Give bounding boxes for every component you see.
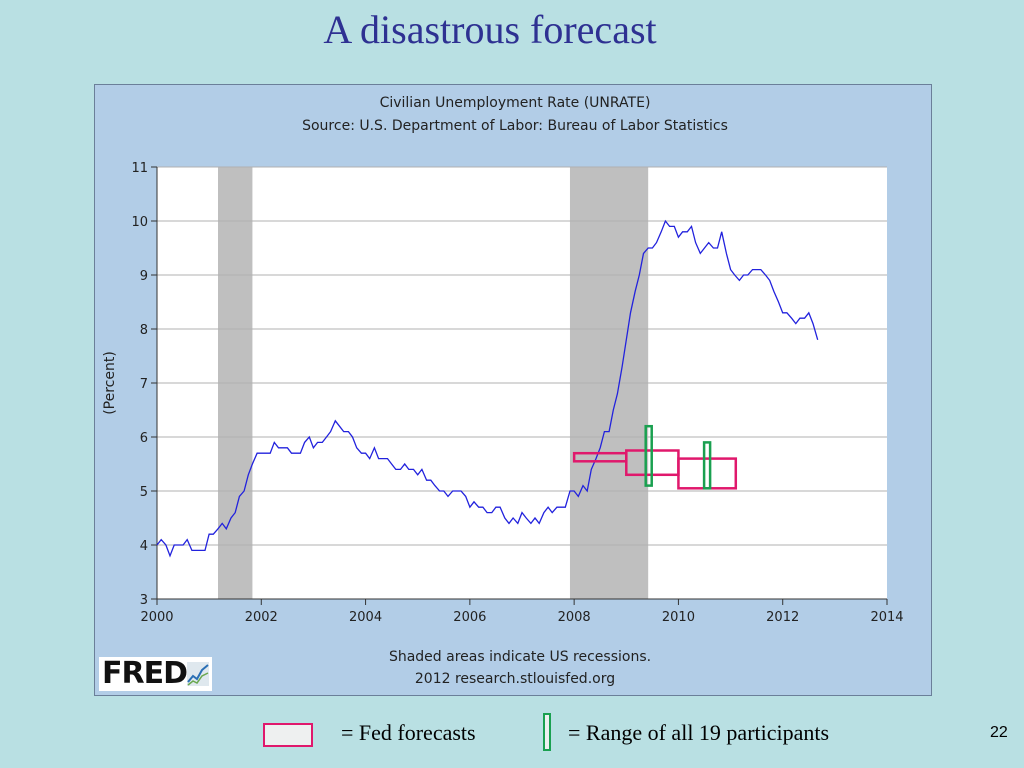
y-tick-label-6: 6 — [140, 431, 148, 446]
chart-frame: Civilian Unemployment Rate (UNRATE) Sour… — [94, 84, 932, 696]
chart-subtitle: Source: U.S. Department of Labor: Bureau… — [302, 118, 728, 134]
legend-fed-forecast-swatch — [263, 723, 313, 747]
y-tick-label-3: 3 — [140, 593, 148, 608]
y-tick-label-8: 8 — [140, 323, 148, 338]
footnote-recessions: Shaded areas indicate US recessions. — [389, 649, 651, 665]
participant-range-bar-0 — [644, 424, 653, 487]
x-tick-label-2000: 2000 — [140, 610, 173, 625]
x-tick-label-2008: 2008 — [558, 610, 591, 625]
y-axis-label: (Percent) — [102, 351, 118, 415]
y-tick-label-4: 4 — [140, 539, 148, 554]
x-tick-label-2014: 2014 — [870, 610, 903, 625]
participant-range-bar-1 — [702, 441, 712, 490]
x-tick-label-2002: 2002 — [245, 610, 278, 625]
y-tick-label-5: 5 — [140, 485, 148, 500]
fred-logo-text: FRED — [102, 656, 188, 691]
x-tick-label-2006: 2006 — [453, 610, 486, 625]
legend-participant-range-swatch — [543, 713, 551, 751]
legend-fed-forecast-label: = Fed forecasts — [341, 720, 476, 745]
y-tick-label-11: 11 — [131, 161, 148, 176]
y-tick-label-7: 7 — [140, 377, 148, 392]
unemployment-chart: Civilian Unemployment Rate (UNRATE) Sour… — [102, 95, 904, 687]
page-number: 22 — [990, 724, 1008, 741]
x-tick-label-2004: 2004 — [349, 610, 382, 625]
fred-logo: FRED — [99, 657, 212, 691]
slide-title: A disastrous forecast — [323, 7, 657, 52]
fred-chart-icon — [187, 662, 209, 686]
footnote-source: 2012 research.stlouisfed.org — [415, 671, 615, 687]
y-tick-label-10: 10 — [131, 215, 148, 230]
series-line-unrate — [156, 219, 819, 558]
chart-title: Civilian Unemployment Rate (UNRATE) — [380, 95, 651, 111]
legend-participant-range-label: = Range of all 19 participants — [568, 720, 830, 745]
x-tick-label-2012: 2012 — [766, 610, 799, 625]
x-tick-label-2010: 2010 — [662, 610, 695, 625]
y-tick-label-9: 9 — [140, 269, 148, 284]
